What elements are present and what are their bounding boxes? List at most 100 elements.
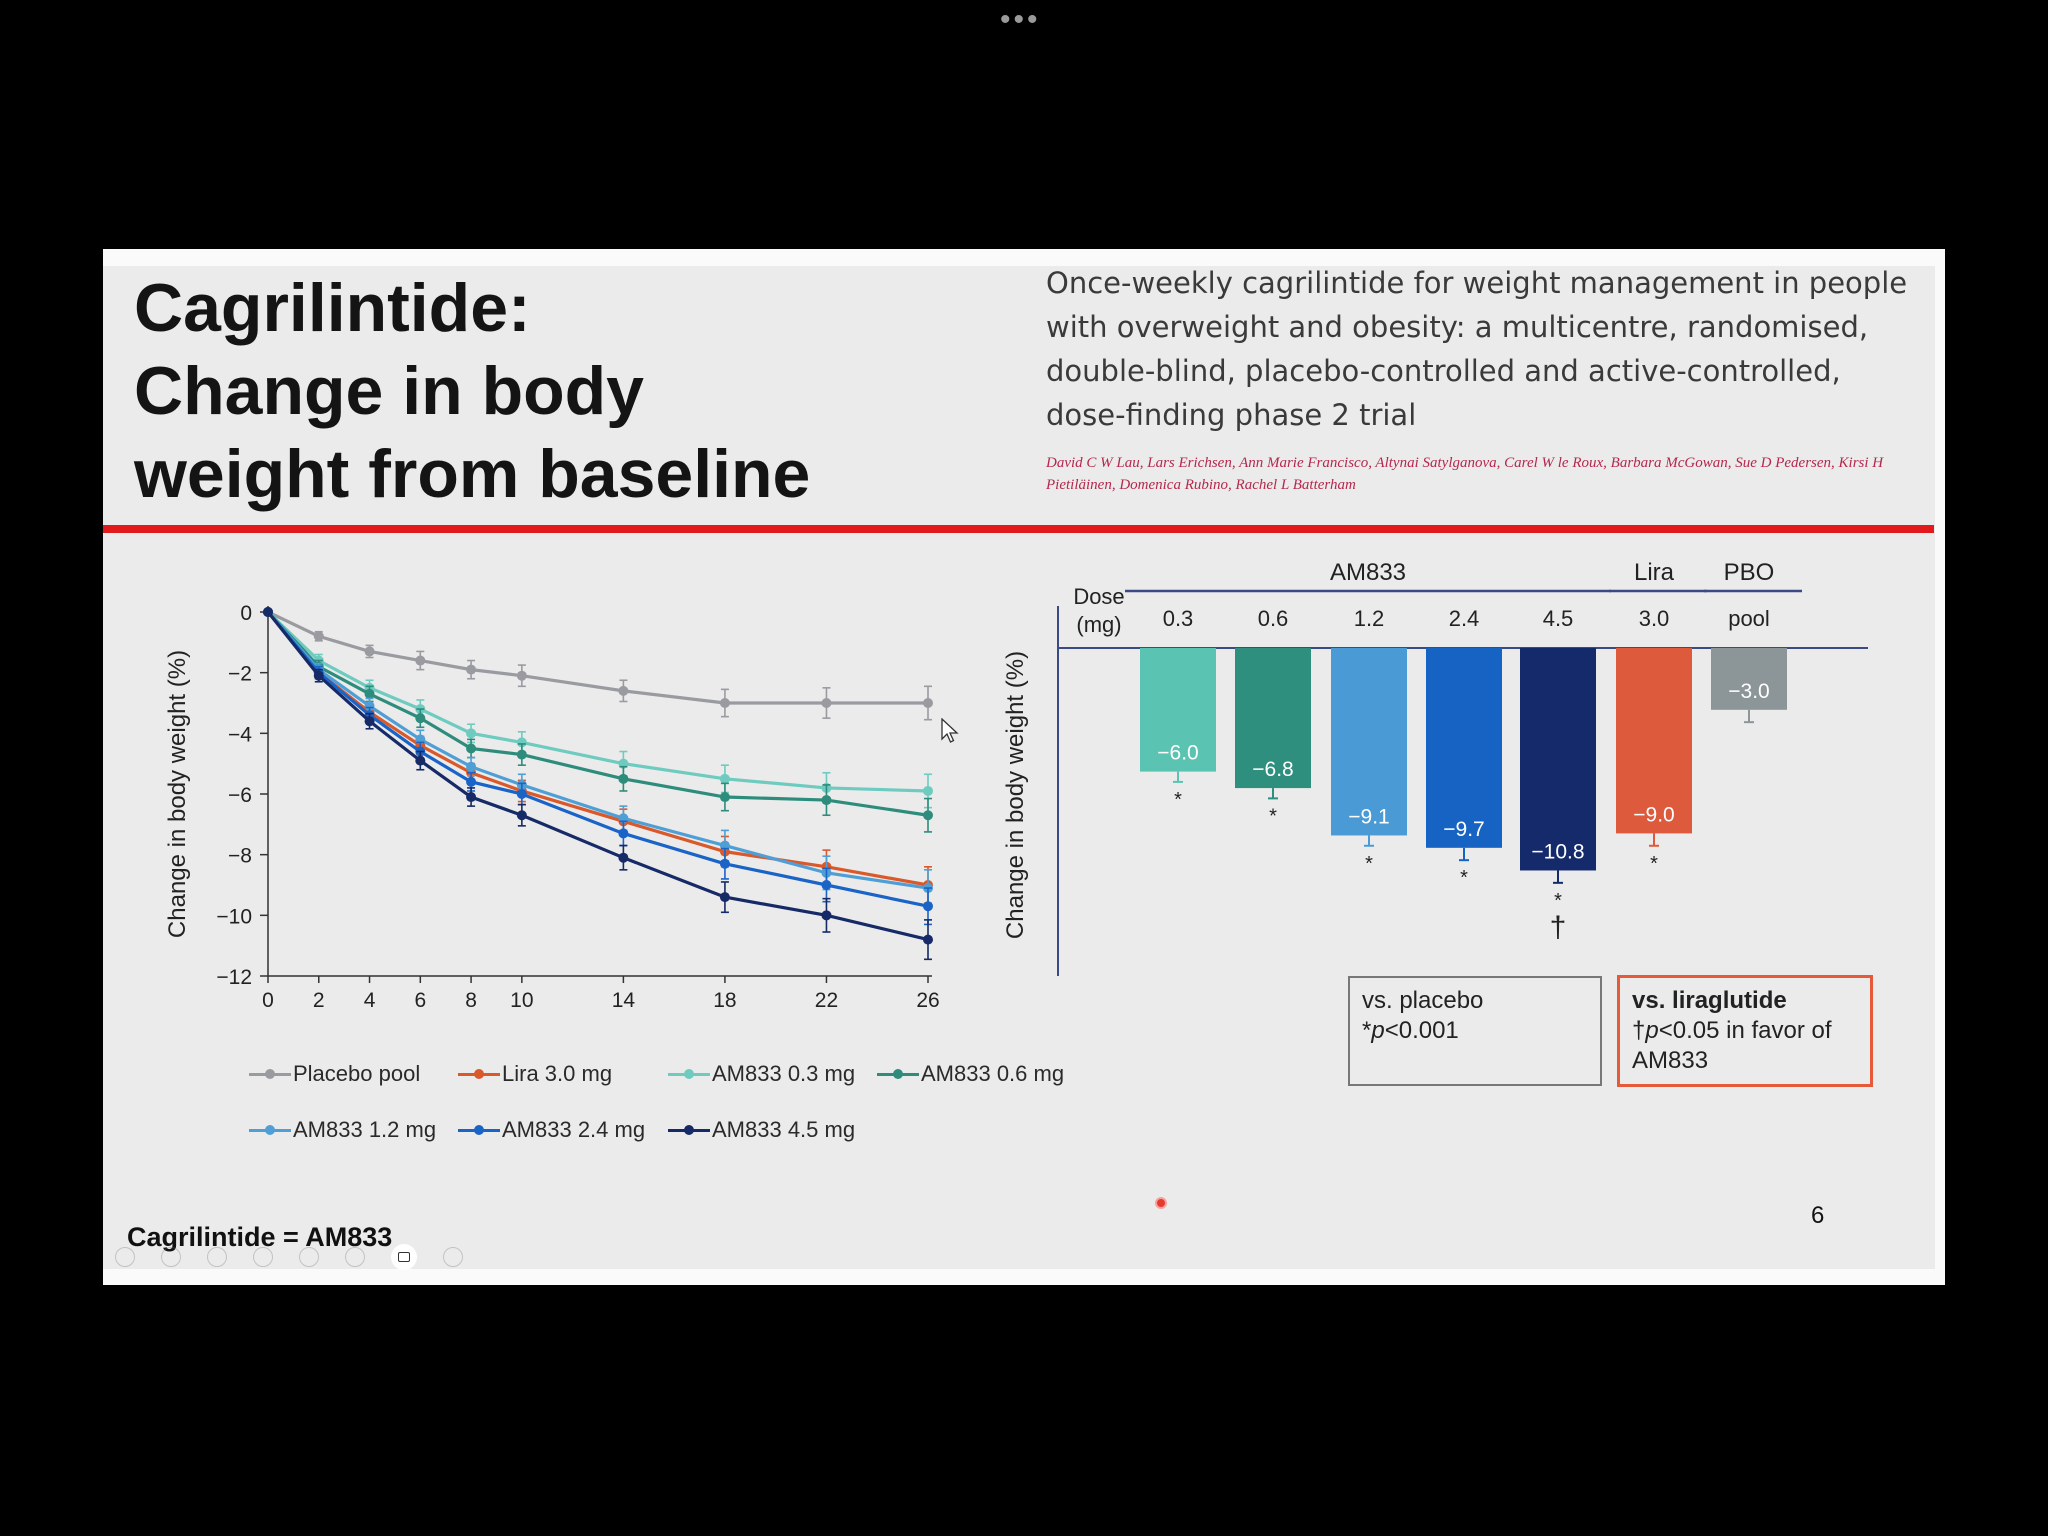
bar-rect: [1616, 648, 1692, 834]
laser-pointer-icon: [1155, 1197, 1167, 1209]
group-label: AM833: [1330, 559, 1406, 586]
data-point: [313, 631, 324, 642]
y-tick-label: −10: [216, 905, 252, 928]
pen-icon[interactable]: [207, 1247, 227, 1267]
x-tick-label: 8: [465, 989, 477, 1012]
liraglutide-significance-note: vs. liraglutide †p<0.05 in favor of AM83…: [1617, 975, 1873, 1087]
data-point: [923, 785, 933, 796]
dose-label: Dose: [1073, 584, 1124, 609]
slide-frame: [103, 1269, 1945, 1285]
bar-y-axis-label: Change in body weight (%): [1002, 651, 1029, 939]
data-point: [263, 607, 273, 617]
data-point: [923, 901, 933, 912]
presentation-toolbar: [115, 1244, 463, 1270]
note-detail: *p<0.001: [1362, 1017, 1459, 1044]
legend-swatch: [668, 1067, 710, 1081]
slide-frame: [1935, 249, 1945, 1285]
x-tick-label: 4: [364, 989, 376, 1012]
legend-item: AM833 1.2 mg: [249, 1117, 436, 1143]
bar-value-label: −6.8: [1252, 758, 1293, 781]
weight-change-line-chart: 0 −2 −4 −6 −8 −10 −12 0 2 4 6 8 10 14 18 22 26 Change in …: [164, 602, 940, 1012]
slide-frame: [103, 249, 1945, 266]
data-point: [516, 749, 527, 760]
significance-marker: *: [1174, 789, 1182, 811]
bar-3.0: 3.0 −9.0 *: [1616, 606, 1692, 875]
slides-icon[interactable]: [253, 1247, 273, 1267]
y-tick-label: −4: [228, 723, 252, 746]
significance-marker: *: [1650, 853, 1658, 875]
legend-item: AM833 4.5 mg: [668, 1117, 855, 1143]
subtitles-icon[interactable]: [345, 1247, 365, 1267]
data-point: [618, 685, 629, 696]
bar-value-label: −10.8: [1531, 840, 1584, 863]
data-point: [516, 737, 527, 748]
search-icon[interactable]: [299, 1247, 319, 1267]
x-tick-label: 10: [510, 989, 533, 1012]
legend-label: Lira 3.0 mg: [502, 1061, 613, 1086]
data-point: [821, 698, 832, 708]
next-icon[interactable]: [161, 1247, 181, 1267]
data-point: [364, 716, 375, 727]
x-tick-label: 0: [262, 989, 274, 1012]
series-line: [266, 610, 929, 890]
bar-rect: [1520, 648, 1596, 871]
data-point: [466, 743, 477, 754]
significance-marker: *: [1365, 853, 1373, 875]
data-point: [415, 755, 426, 766]
legend-swatch: [877, 1067, 919, 1081]
data-point: [821, 910, 832, 921]
x-tick-label: 2: [313, 989, 325, 1012]
bar-rect: [1711, 648, 1787, 710]
bar-rect: [1331, 648, 1407, 836]
legend-item: AM833 0.6 mg: [877, 1061, 1064, 1087]
series-line: [266, 611, 929, 942]
window-menu-dots-icon[interactable]: •••: [1000, 3, 1041, 36]
data-point: [466, 792, 477, 803]
data-point: [923, 810, 933, 821]
data-point: [364, 646, 375, 657]
data-point: [719, 892, 730, 903]
bar-value-label: −9.1: [1348, 805, 1389, 828]
y-tick-label: −8: [228, 845, 252, 868]
more-icon[interactable]: [443, 1247, 463, 1267]
legend-label: AM833 4.5 mg: [712, 1117, 856, 1142]
note-detail: †p<0.05 in favor of AM833: [1632, 1017, 1832, 1074]
data-point: [719, 792, 730, 803]
data-point: [618, 852, 629, 863]
data-point: [466, 776, 477, 787]
mouse-cursor-icon: [941, 718, 959, 743]
presentation-slide: Cagrilintide: Change in body weight from…: [103, 249, 1945, 1285]
data-point: [364, 701, 375, 712]
data-point: [821, 795, 832, 806]
dose-tick-label: 1.2: [1354, 606, 1385, 631]
data-point: [719, 773, 730, 784]
dose-tick-label: 0.3: [1163, 606, 1194, 631]
x-tick-label: 6: [414, 989, 426, 1012]
series-line: [266, 610, 929, 793]
bar-1.2: 1.2 −9.1 *: [1331, 606, 1407, 875]
legend-item: AM833 0.3 mg: [668, 1061, 855, 1087]
dose-unit-label: (mg): [1076, 612, 1121, 637]
data-point: [466, 728, 477, 739]
dagger-marker: †: [1550, 911, 1567, 944]
significance-marker: *: [1460, 867, 1468, 889]
data-point: [719, 858, 730, 869]
legend-swatch: [249, 1067, 291, 1081]
page-number: 6: [1811, 1202, 1825, 1229]
bar-pool: pool −3.0: [1711, 606, 1787, 724]
legend-label: AM833 2.4 mg: [502, 1117, 646, 1142]
dose-tick-label: 2.4: [1449, 606, 1480, 631]
y-tick-label: 0: [240, 602, 252, 625]
y-tick-label: −12: [216, 966, 252, 989]
significance-marker: *: [1554, 890, 1562, 912]
camera-icon[interactable]: [391, 1244, 417, 1270]
weight-change-bar-chart: Change in body weight (%) Dose (mg) AM833 Li…: [1002, 559, 1868, 976]
legend-label: AM833 0.3 mg: [712, 1061, 856, 1086]
data-point: [719, 698, 730, 708]
series-am833-4-5-mg: [263, 607, 933, 961]
prev-icon[interactable]: [115, 1247, 135, 1267]
data-point: [516, 789, 527, 799]
data-point: [821, 880, 832, 890]
bar-rect: [1235, 648, 1311, 789]
bar-value-label: −9.0: [1633, 803, 1674, 826]
